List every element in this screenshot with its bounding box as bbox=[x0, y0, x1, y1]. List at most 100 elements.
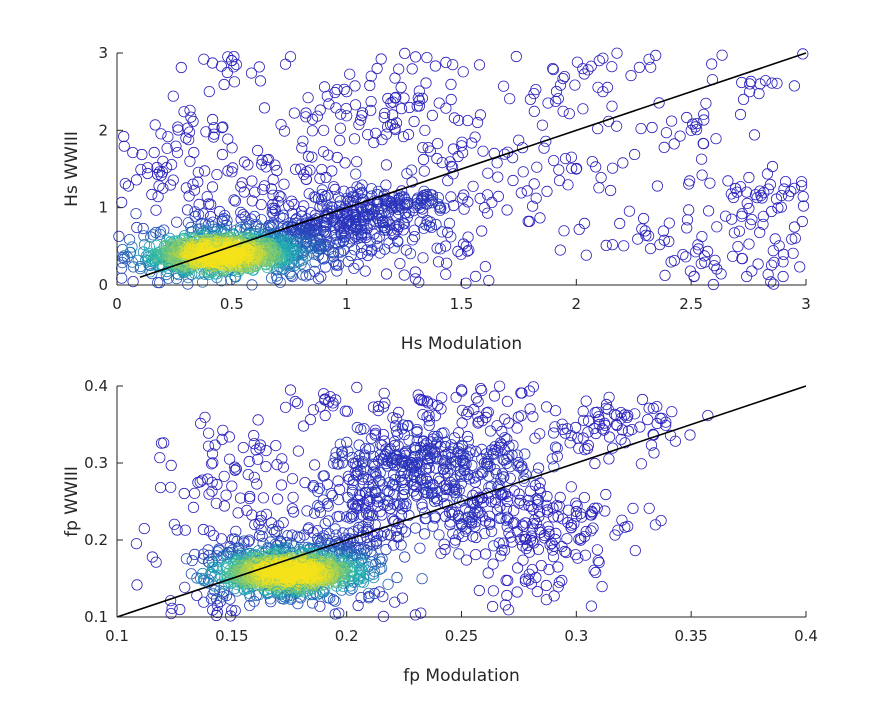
hs-data-point bbox=[215, 254, 227, 266]
fp-data-point bbox=[540, 594, 553, 606]
fp-scatter-points bbox=[130, 380, 714, 623]
hs-y-tick-label: 3 bbox=[98, 44, 108, 62]
hs-data-point bbox=[350, 168, 362, 180]
fp-data-point bbox=[534, 487, 547, 499]
fp-data-point bbox=[516, 387, 528, 399]
hs-data-point bbox=[378, 111, 390, 124]
fp-data-point bbox=[319, 409, 331, 422]
hs-data-point bbox=[448, 112, 460, 124]
fp-data-point bbox=[427, 487, 439, 499]
fp-data-point bbox=[317, 586, 329, 598]
hs-data-point bbox=[569, 79, 581, 91]
hs-data-point bbox=[371, 188, 383, 201]
hs-data-point bbox=[152, 191, 164, 203]
hs-data-point bbox=[166, 159, 178, 171]
hs-data-point bbox=[239, 252, 251, 264]
fp-data-point bbox=[254, 442, 266, 454]
hs-data-point bbox=[658, 234, 670, 246]
fp-data-point bbox=[375, 556, 387, 568]
fp-data-point bbox=[365, 432, 377, 444]
fp-data-point bbox=[507, 517, 519, 530]
fp-data-point bbox=[462, 511, 474, 523]
fp-data-point bbox=[355, 423, 367, 436]
hs-data-point bbox=[152, 276, 164, 289]
fp-data-point bbox=[458, 458, 471, 470]
hs-data-point bbox=[772, 202, 784, 214]
fp-data-point bbox=[204, 525, 216, 537]
hs-data-point bbox=[389, 210, 402, 222]
fp-data-point bbox=[648, 447, 660, 459]
fp-data-point bbox=[551, 450, 563, 462]
hs-data-point bbox=[402, 128, 415, 141]
hs-data-point bbox=[481, 207, 494, 219]
fp-data-point bbox=[397, 498, 409, 510]
fp-data-point bbox=[399, 526, 411, 538]
hs-data-point bbox=[311, 110, 323, 122]
hs-data-point bbox=[181, 204, 194, 216]
hs-data-point bbox=[162, 131, 174, 143]
hs-data-point bbox=[409, 273, 421, 285]
hs-data-point bbox=[698, 114, 710, 126]
hs-data-point bbox=[398, 92, 410, 104]
hs-data-point bbox=[704, 177, 716, 189]
hs-data-point bbox=[385, 97, 397, 109]
fp-data-point bbox=[279, 591, 291, 603]
fp-data-point bbox=[237, 441, 249, 454]
fp-data-point bbox=[355, 547, 367, 560]
hs-data-point bbox=[219, 210, 231, 222]
fp-data-point bbox=[523, 385, 536, 397]
hs-data-point bbox=[406, 63, 418, 75]
fp-data-point bbox=[276, 592, 288, 605]
hs-data-point bbox=[182, 122, 194, 134]
hs-data-point bbox=[328, 181, 340, 193]
fp-data-point bbox=[428, 495, 441, 507]
fp-data-point bbox=[327, 457, 340, 469]
fp-data-point bbox=[289, 395, 301, 408]
hs-data-point bbox=[557, 73, 569, 85]
fp-data-point bbox=[327, 400, 339, 412]
hs-data-point bbox=[122, 180, 134, 192]
fp-data-point bbox=[399, 501, 412, 513]
hs-data-point bbox=[751, 192, 763, 204]
hs-data-point bbox=[777, 270, 789, 283]
fp-data-point bbox=[437, 463, 449, 475]
hs-data-point bbox=[185, 111, 197, 123]
hs-data-point bbox=[372, 203, 384, 215]
fp-data-point bbox=[319, 517, 331, 530]
hs-data-point bbox=[362, 249, 374, 262]
hs-data-point bbox=[635, 123, 647, 135]
fp-x-tick-label: 0.25 bbox=[445, 627, 478, 645]
fp-data-point bbox=[208, 529, 220, 542]
hs-data-point bbox=[330, 259, 343, 271]
fp-data-point bbox=[329, 523, 341, 535]
hs-data-point bbox=[498, 148, 511, 160]
fp-data-point bbox=[598, 424, 610, 436]
fp-data-point bbox=[178, 487, 190, 500]
hs-data-point bbox=[330, 102, 342, 114]
fp-data-point bbox=[351, 381, 363, 393]
hs-data-point bbox=[754, 185, 766, 197]
fp-data-point bbox=[523, 574, 535, 586]
hs-data-point bbox=[329, 221, 341, 233]
hs-data-point bbox=[741, 197, 753, 209]
fp-data-point bbox=[374, 467, 386, 479]
hs-data-point bbox=[380, 179, 392, 191]
fp-data-point bbox=[556, 574, 568, 587]
fp-data-point bbox=[470, 392, 482, 404]
hs-data-point bbox=[440, 56, 452, 69]
hs-data-point bbox=[356, 110, 368, 122]
fp-data-point bbox=[198, 548, 210, 560]
hs-data-point bbox=[379, 107, 391, 120]
fp-data-point bbox=[392, 429, 404, 441]
fp-data-point bbox=[395, 467, 407, 479]
hs-data-point bbox=[380, 200, 392, 212]
hs-data-point bbox=[369, 127, 382, 139]
fp-data-point bbox=[669, 435, 682, 447]
hs-data-point bbox=[746, 214, 758, 226]
hs-data-point bbox=[205, 198, 217, 211]
hs-data-point bbox=[452, 150, 464, 163]
hs-data-point bbox=[563, 108, 575, 120]
hs-data-point bbox=[164, 232, 176, 244]
fp-data-point bbox=[593, 556, 605, 569]
hs-data-point bbox=[447, 199, 460, 212]
